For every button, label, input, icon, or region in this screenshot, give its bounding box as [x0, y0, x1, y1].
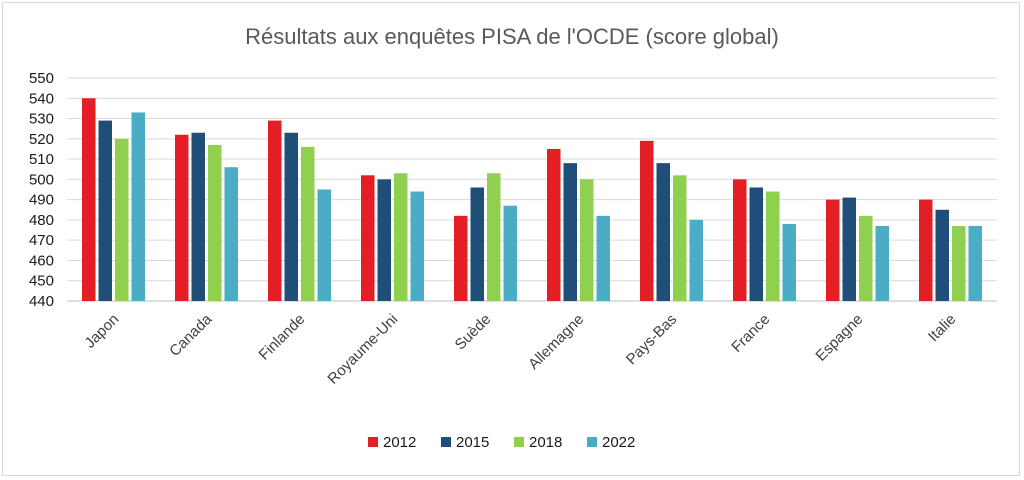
- bar-pays-bas-2015: [656, 163, 670, 301]
- bar-royaume-uni-2015: [377, 179, 391, 301]
- bar-allemagne-2018: [580, 179, 594, 301]
- gridlines: [67, 77, 997, 302]
- bar-canada-2018: [208, 144, 222, 301]
- y-tick-label: 500: [29, 171, 54, 188]
- bars: [82, 98, 982, 301]
- chart-title: Résultats aux enquêtes PISA de l'OCDE (s…: [245, 24, 779, 49]
- x-category-label: Japon: [81, 311, 122, 352]
- bar-finlande-2022: [317, 189, 331, 301]
- bar-italie-2022: [968, 225, 982, 301]
- x-category-label: France: [728, 311, 773, 356]
- bar-espagne-2012: [826, 199, 840, 301]
- legend-label-2018: 2018: [529, 434, 562, 451]
- x-category-label: Suède: [452, 311, 495, 354]
- bar-su-de-2015: [470, 187, 484, 301]
- legend-swatch-2022: [587, 437, 597, 447]
- x-category-label: Royaume-Uni: [324, 311, 401, 388]
- bar-pays-bas-2018: [673, 175, 687, 301]
- bar-pays-bas-2022: [689, 219, 703, 301]
- bar-france-2022: [782, 223, 796, 301]
- x-category-label: Finlande: [256, 311, 309, 364]
- bar-finlande-2018: [301, 146, 315, 301]
- bar-canada-2015: [191, 132, 205, 301]
- legend-label-2012: 2012: [383, 434, 416, 451]
- x-category-label: Canada: [166, 310, 216, 360]
- bar-canada-2022: [224, 167, 238, 301]
- bar-italie-2012: [919, 199, 933, 301]
- x-category-label: Espagne: [812, 311, 866, 365]
- legend-swatch-2015: [441, 437, 451, 447]
- y-tick-label: 440: [29, 293, 54, 310]
- bar-italie-2015: [935, 209, 949, 301]
- y-tick-label: 510: [29, 151, 54, 168]
- y-tick-label: 550: [29, 70, 54, 87]
- x-axis-categories: Japon Canada Finlande Royaume-Uni Suède Allem…: [81, 310, 959, 387]
- bar-royaume-uni-2022: [410, 191, 424, 301]
- y-tick-label: 530: [29, 111, 54, 128]
- y-axis-ticks: 440 450 460 470 480 490 500 510 520 530 540 550: [29, 70, 54, 310]
- bar-japon-2022: [131, 112, 145, 301]
- bar-espagne-2015: [842, 197, 856, 301]
- y-tick-label: 520: [29, 131, 54, 148]
- y-tick-label: 470: [29, 232, 54, 249]
- bar-finlande-2015: [284, 132, 298, 301]
- bar-su-de-2022: [503, 205, 517, 301]
- x-category-label: Italie: [925, 311, 959, 345]
- x-category-label: Pays-Bas: [623, 311, 680, 368]
- legend: 2012 2015 2018 2022: [368, 434, 635, 451]
- bar-italie-2018: [952, 225, 966, 301]
- y-tick-label: 490: [29, 192, 54, 209]
- bar-royaume-uni-2012: [361, 175, 375, 301]
- bar-japon-2015: [98, 120, 112, 301]
- bar-espagne-2022: [875, 225, 889, 301]
- bar-royaume-uni-2018: [394, 173, 408, 301]
- bar-japon-2012: [82, 98, 96, 301]
- legend-swatch-2012: [368, 437, 378, 447]
- bar-su-de-2018: [487, 173, 501, 301]
- bar-allemagne-2022: [596, 215, 610, 301]
- y-tick-label: 460: [29, 252, 54, 269]
- bar-france-2012: [733, 179, 747, 301]
- bar-canada-2012: [175, 134, 189, 301]
- legend-label-2015: 2015: [456, 434, 489, 451]
- bar-su-de-2012: [454, 215, 468, 301]
- y-tick-label: 480: [29, 212, 54, 229]
- bar-allemagne-2015: [563, 163, 577, 301]
- x-category-label: Allemagne: [525, 311, 587, 373]
- bar-espagne-2018: [859, 215, 873, 301]
- bar-allemagne-2012: [547, 148, 561, 301]
- legend-label-2022: 2022: [602, 434, 635, 451]
- bar-france-2018: [766, 191, 780, 301]
- y-tick-label: 540: [29, 90, 54, 107]
- bar-pays-bas-2012: [640, 140, 654, 301]
- y-tick-label: 450: [29, 273, 54, 290]
- bar-france-2015: [749, 187, 763, 301]
- bar-japon-2018: [115, 138, 129, 301]
- legend-swatch-2018: [514, 437, 524, 447]
- bar-finlande-2012: [268, 120, 282, 301]
